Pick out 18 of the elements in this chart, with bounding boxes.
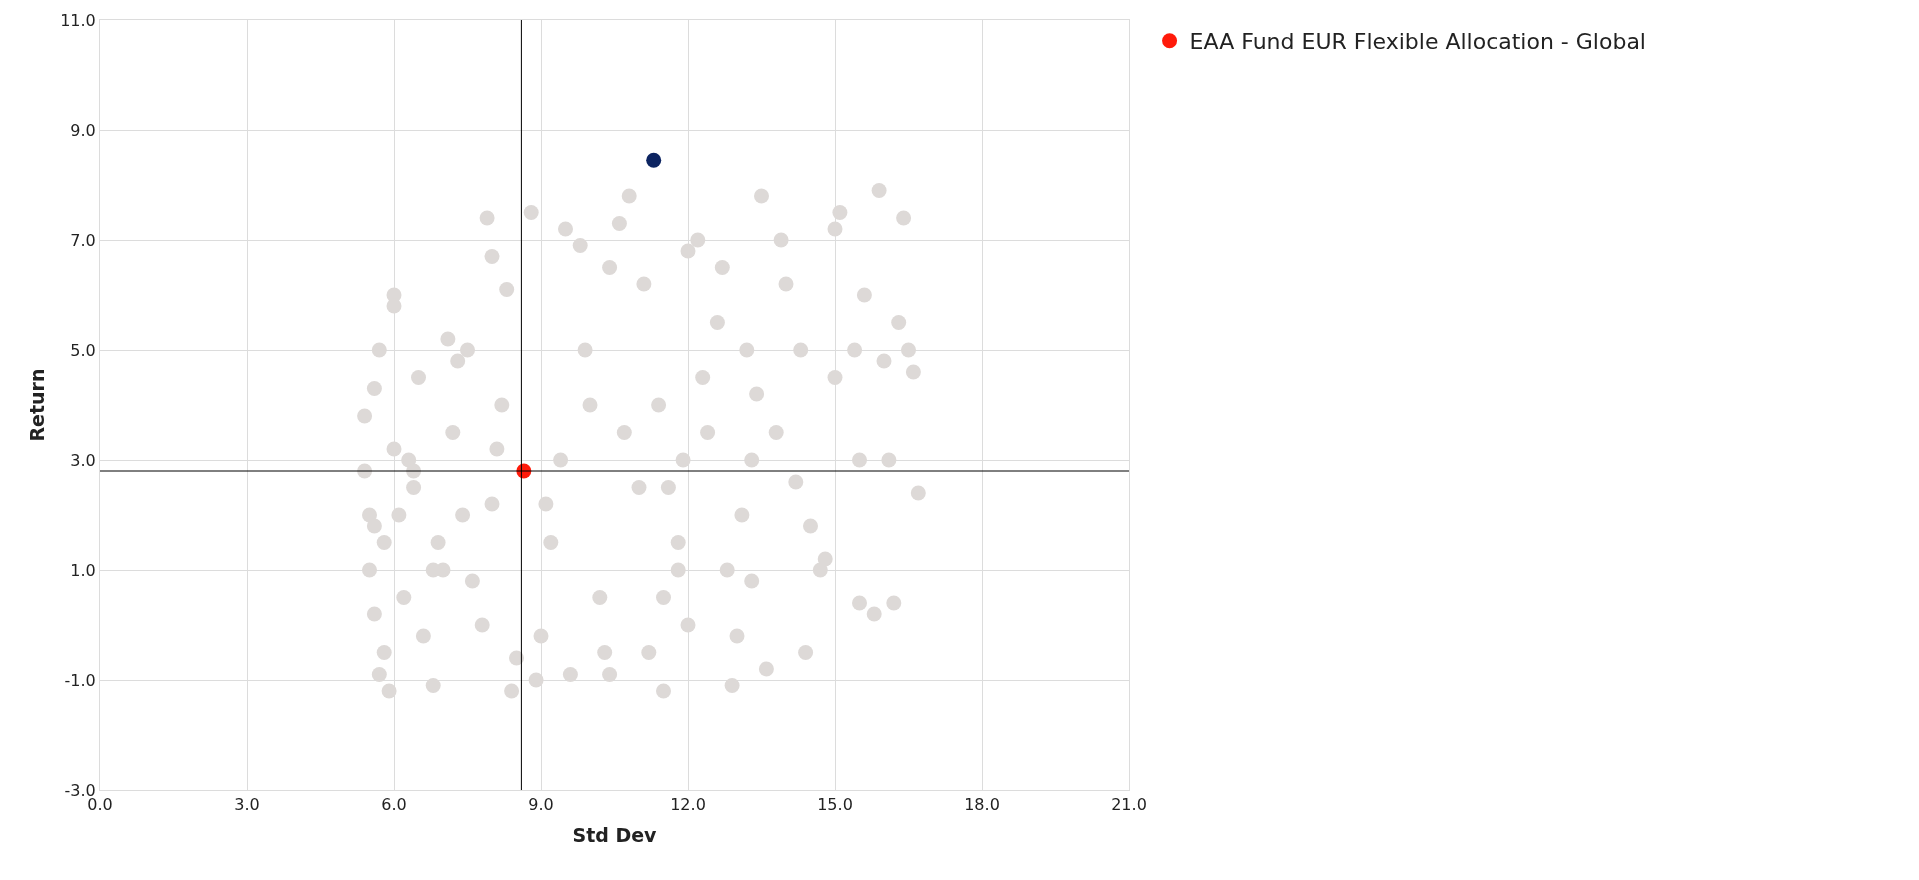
y-tick-label: 1.0 [70,560,96,580]
x-tick-label: 15.0 [817,795,853,815]
x-tick-label: 3.0 [234,795,260,815]
x-tick-label: 6.0 [381,795,407,815]
y-axis-title: Return [26,368,49,442]
x-tick-label: 0.0 [87,795,113,815]
x-tick-label: 12.0 [670,795,706,815]
y-tick-label: 11.0 [60,10,96,30]
x-tick-label: 18.0 [964,795,1000,815]
y-tick-label: 9.0 [70,120,96,140]
x-tick-label: 9.0 [528,795,554,815]
y-tick-label: 7.0 [70,230,96,250]
x-axis-title: Std Dev [572,824,658,846]
y-tick-label: 3.0 [70,450,96,470]
y-tick-label: -1.0 [64,670,96,690]
x-tick-label: 21.0 [1111,795,1147,815]
legend-label: EAA Fund EUR Flexible Allocation - Global [1189,29,1646,55]
y-tick-label: 5.0 [70,340,96,360]
